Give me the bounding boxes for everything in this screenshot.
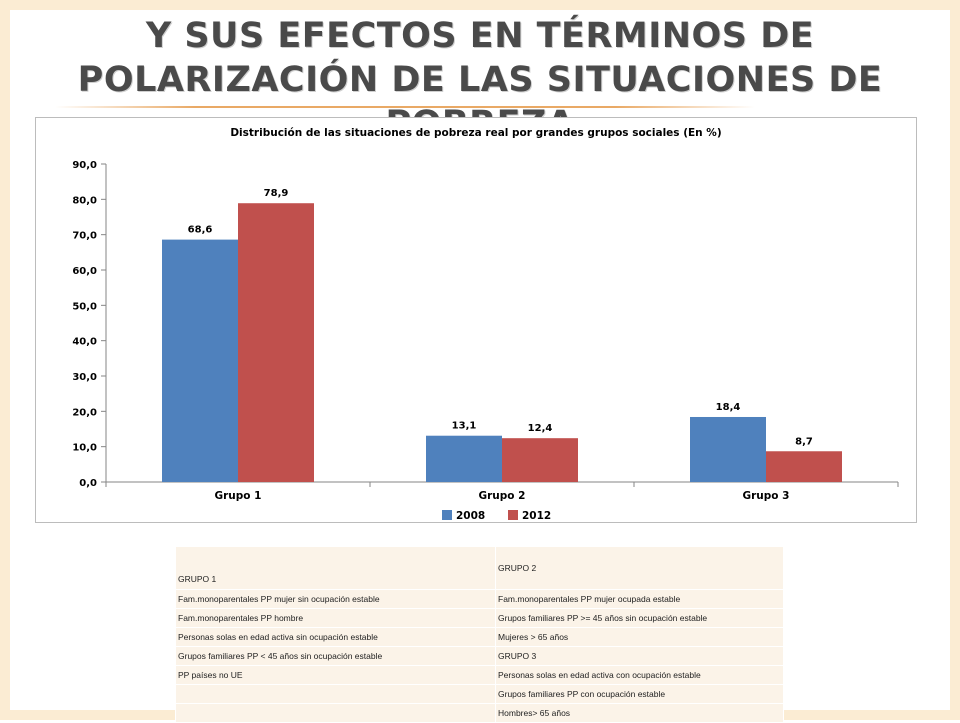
chart-container: Distribución de las situaciones de pobre…	[35, 117, 917, 523]
y-tick-label: 60,0	[72, 266, 97, 277]
x-tick-label: Grupo 3	[743, 490, 790, 502]
table-cell: Grupos familiares PP < 45 años sin ocupa…	[175, 646, 496, 666]
table-cell: Personas solas en edad activa con ocupac…	[495, 665, 784, 685]
bar-2008-2	[426, 435, 502, 482]
y-tick-label: 90,0	[72, 160, 97, 171]
y-tick-label: 0,0	[79, 478, 97, 489]
table-cell: Fam.monoparentales PP mujer ocupada esta…	[495, 589, 784, 609]
table-row: PP países no UE Personas solas en edad ac…	[175, 665, 784, 685]
table-cell: Fam.monoparentales PP hombre	[175, 608, 496, 628]
groups-table: GRUPO 1 GRUPO 2 Fam.monoparentales PP mu…	[175, 546, 784, 723]
chart-title: Distribución de las situaciones de pobre…	[230, 127, 721, 139]
data-label: 13,1	[452, 421, 477, 432]
legend-swatch-2008	[442, 510, 452, 520]
data-label: 8,7	[795, 436, 813, 447]
y-tick-label: 40,0	[72, 337, 97, 348]
legend-label: 2012	[522, 510, 551, 522]
bar-2012-3	[766, 451, 842, 482]
data-label: 78,9	[264, 188, 289, 199]
bar-2012-1	[238, 203, 314, 482]
table-row: Personas solas en edad activa sin ocupac…	[175, 627, 784, 647]
y-tick-label: 10,0	[72, 443, 97, 454]
title-underline	[55, 106, 755, 108]
table-cell: Fam.monoparentales PP mujer sin ocupació…	[175, 589, 496, 609]
table-row: Grupos familiares PP con ocupación estab…	[175, 684, 784, 704]
table-header-grupo-1: GRUPO 1	[175, 546, 496, 590]
legend-swatch-2012	[508, 510, 518, 520]
bar-2012-2	[502, 438, 578, 482]
y-tick-label: 70,0	[72, 231, 97, 242]
table-row: Fam.monoparentales PP hombre Grupos famil…	[175, 608, 784, 628]
table-cell: GRUPO 3	[495, 646, 784, 666]
table-row: Fam.monoparentales PP mujer sin ocupació…	[175, 589, 784, 609]
y-tick-label: 50,0	[72, 301, 97, 312]
bar-2008-3	[690, 416, 766, 482]
data-label: 12,4	[528, 423, 553, 434]
x-tick-label: Grupo 2	[479, 490, 526, 502]
legend-label: 2008	[456, 510, 485, 522]
bar-2008-1	[162, 239, 238, 482]
y-tick-label: 30,0	[72, 372, 97, 383]
table-cell: Grupos familiares PP >= 45 años sin ocup…	[495, 608, 784, 628]
data-label: 68,6	[188, 225, 213, 236]
table-cell: Grupos familiares PP con ocupación estab…	[495, 684, 784, 704]
x-tick-label: Grupo 1	[215, 490, 262, 502]
table-header-grupo-2: GRUPO 2	[495, 546, 784, 590]
table-cell: PP países no UE	[175, 665, 496, 685]
table-cell: Mujeres > 65 años	[495, 627, 784, 647]
table-header-row: GRUPO 1 GRUPO 2	[175, 546, 784, 590]
table-row: Grupos familiares PP < 45 años sin ocupa…	[175, 646, 784, 666]
table-cell: Personas solas en edad activa sin ocupac…	[175, 627, 496, 647]
data-label: 18,4	[716, 402, 741, 413]
bar-chart: Distribución de las situaciones de pobre…	[72, 127, 899, 522]
y-tick-label: 20,0	[72, 407, 97, 418]
table-cell	[175, 684, 496, 704]
y-tick-label: 80,0	[72, 195, 97, 206]
